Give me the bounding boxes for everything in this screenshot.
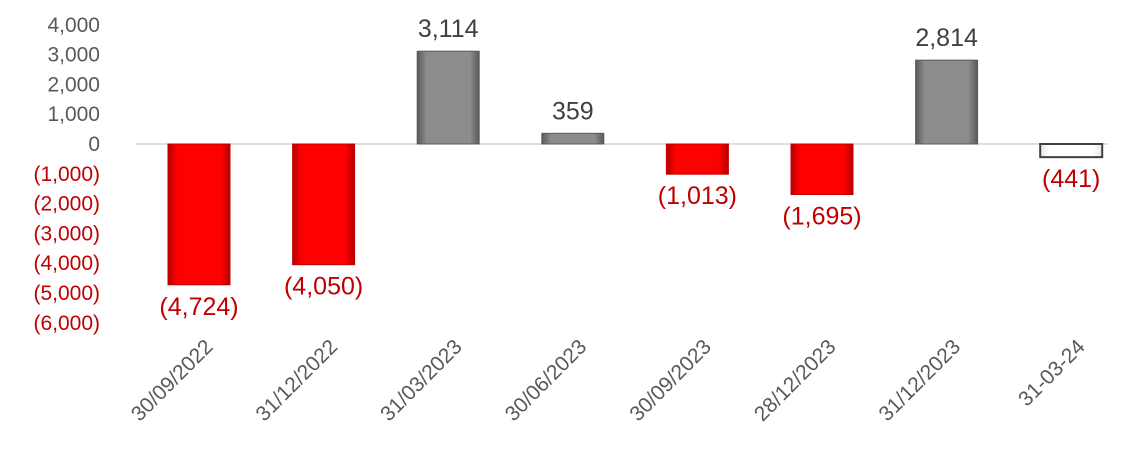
bar xyxy=(416,50,480,145)
y-tick-label: (5,000) xyxy=(33,282,100,305)
x-tick-label: 30/09/2022 xyxy=(127,335,218,426)
y-tick-label: 3,000 xyxy=(47,44,100,67)
y-tick-label: 1,000 xyxy=(47,103,100,126)
x-tick-label: 28/12/2023 xyxy=(750,335,841,426)
data-label: 359 xyxy=(552,97,594,125)
x-axis: 30/09/2022 31/12/2022 31/03/2023 30/06/2023… xyxy=(127,335,1090,426)
y-tick-label: (3,000) xyxy=(33,222,100,245)
data-label: (1,695) xyxy=(782,203,861,231)
y-tick-label: (2,000) xyxy=(33,193,100,216)
bar xyxy=(167,143,231,286)
data-label: (4,724) xyxy=(159,293,238,321)
data-label: 2,814 xyxy=(915,24,978,52)
bar xyxy=(790,143,854,196)
bar xyxy=(915,59,979,145)
y-axis: 4,000 3,000 2,000 1,000 0 (1,000) (2,000) (3,00… xyxy=(33,14,100,335)
y-tick-label: (6,000) xyxy=(33,312,100,335)
x-tick-label: 31-03-24 xyxy=(1014,335,1090,411)
y-tick-label: (1,000) xyxy=(33,163,100,186)
bar xyxy=(292,143,356,266)
data-label: 3,114 xyxy=(418,15,479,43)
y-tick-label: (4,000) xyxy=(33,252,100,275)
y-tick-label: 0 xyxy=(88,133,100,156)
bars-group xyxy=(167,50,1104,286)
y-tick-label: 4,000 xyxy=(47,14,100,37)
bar xyxy=(541,132,605,145)
bar xyxy=(665,143,729,175)
data-labels-group: (4,724) (4,050) 3,114 359 (1,013) (1,695) 2,81… xyxy=(159,15,1100,321)
data-label: (4,050) xyxy=(284,273,363,301)
x-tick-label: 30/06/2023 xyxy=(501,335,592,426)
x-tick-label: 30/09/2023 xyxy=(625,335,716,426)
bar xyxy=(1039,143,1104,159)
data-label: (441) xyxy=(1042,165,1100,193)
y-tick-label: 2,000 xyxy=(47,73,100,96)
x-tick-label: 31/12/2023 xyxy=(875,335,966,426)
data-label: (1,013) xyxy=(658,182,737,210)
x-tick-label: 31/12/2022 xyxy=(252,335,343,426)
x-tick-label: 31/03/2023 xyxy=(376,335,467,426)
